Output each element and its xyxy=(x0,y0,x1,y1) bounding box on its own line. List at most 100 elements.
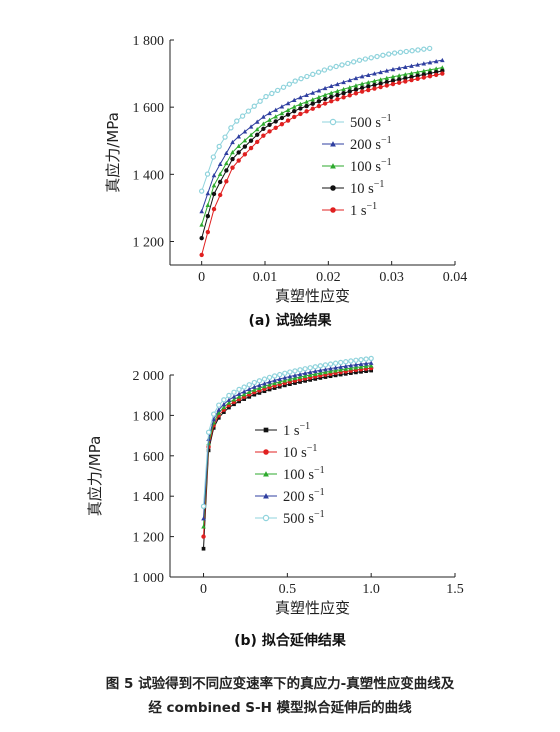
data-point xyxy=(205,202,211,208)
data-point xyxy=(384,68,390,73)
data-point xyxy=(396,65,402,71)
data-point xyxy=(316,99,322,104)
series-100s xyxy=(199,65,445,227)
data-point xyxy=(248,132,254,137)
legend-marker xyxy=(262,514,270,522)
data-point xyxy=(279,115,285,121)
data-point xyxy=(363,356,369,362)
data-point xyxy=(333,368,338,373)
data-point xyxy=(359,89,365,94)
data-point xyxy=(415,47,421,53)
legend-superscript: −1 xyxy=(300,421,311,432)
legend-superscript: −1 xyxy=(307,443,318,454)
data-point xyxy=(246,386,252,392)
data-point xyxy=(368,363,374,368)
data-point xyxy=(273,107,279,112)
data-point xyxy=(237,399,241,404)
figure-caption-line-2: 经 combined S-H 模型拟合延伸后的曲线 xyxy=(148,700,412,716)
data-point xyxy=(252,392,257,397)
data-point xyxy=(364,369,368,374)
data-point xyxy=(372,82,377,88)
data-point xyxy=(230,165,235,170)
data-point xyxy=(307,369,313,375)
data-point xyxy=(335,97,340,102)
data-point xyxy=(297,367,303,373)
x-axis-label: 真塑性应变 xyxy=(275,599,350,617)
panel-subtitle: (a) 试验结果 xyxy=(248,312,332,329)
data-point xyxy=(307,372,313,377)
legend-label: 10 s−1 xyxy=(283,443,317,461)
data-point xyxy=(200,503,207,509)
data-point xyxy=(246,389,252,394)
data-point xyxy=(261,114,266,119)
series-500s xyxy=(198,45,433,194)
data-point xyxy=(368,360,374,365)
data-point xyxy=(327,361,334,367)
data-point xyxy=(255,139,260,145)
data-point xyxy=(312,364,318,370)
data-point xyxy=(216,410,222,415)
data-point xyxy=(292,368,298,374)
data-point xyxy=(224,160,229,166)
data-point xyxy=(277,371,283,378)
y-axis-label: 真应力/MPa xyxy=(104,112,122,193)
data-point xyxy=(298,380,302,384)
series-line xyxy=(203,370,372,549)
x-tick-label: 0.5 xyxy=(279,582,297,597)
data-point xyxy=(378,69,383,75)
data-point xyxy=(353,357,359,363)
data-point xyxy=(348,358,354,364)
data-point xyxy=(396,77,402,82)
data-point xyxy=(323,369,328,375)
legend-label: 1 s−1 xyxy=(283,421,310,439)
data-point xyxy=(397,49,404,55)
data-point xyxy=(251,379,258,386)
data-point xyxy=(310,71,316,78)
legend-label: 200 s−1 xyxy=(350,135,392,153)
data-point xyxy=(372,71,377,76)
legend-label: 200 s−1 xyxy=(283,487,325,505)
legend-superscript: −1 xyxy=(381,113,392,124)
y-tick-label: 1 800 xyxy=(133,34,165,49)
data-point xyxy=(403,76,408,81)
data-point xyxy=(308,378,313,382)
data-point xyxy=(210,154,217,160)
data-point xyxy=(353,365,359,370)
data-point xyxy=(378,81,383,86)
data-point xyxy=(263,93,269,100)
data-point xyxy=(440,57,445,63)
data-point xyxy=(298,106,303,111)
data-point xyxy=(349,371,353,375)
data-point xyxy=(254,127,260,132)
legend-marker xyxy=(263,449,269,455)
data-point xyxy=(211,411,217,417)
data-point xyxy=(297,374,303,380)
data-point xyxy=(433,66,439,71)
series-10s xyxy=(199,68,445,241)
data-point xyxy=(433,72,439,78)
data-point xyxy=(380,52,386,58)
data-point xyxy=(292,375,298,381)
data-point xyxy=(261,133,266,138)
data-point xyxy=(328,369,333,374)
data-point xyxy=(332,360,339,366)
legend-marker xyxy=(263,471,269,477)
data-point xyxy=(353,83,359,88)
data-point xyxy=(199,252,204,258)
data-point xyxy=(293,381,297,385)
legend-marker xyxy=(263,427,269,433)
data-point xyxy=(277,376,283,381)
data-point xyxy=(341,86,346,92)
data-point xyxy=(318,376,323,380)
data-point xyxy=(350,59,357,65)
data-point xyxy=(333,365,338,370)
data-point xyxy=(255,132,260,137)
data-point xyxy=(298,95,303,100)
data-point xyxy=(322,101,328,106)
series-1s xyxy=(201,368,374,551)
data-point xyxy=(343,363,349,369)
data-point xyxy=(267,379,272,384)
data-point xyxy=(329,99,334,104)
x-tick-label: 1.5 xyxy=(446,582,464,597)
data-point xyxy=(242,152,248,157)
